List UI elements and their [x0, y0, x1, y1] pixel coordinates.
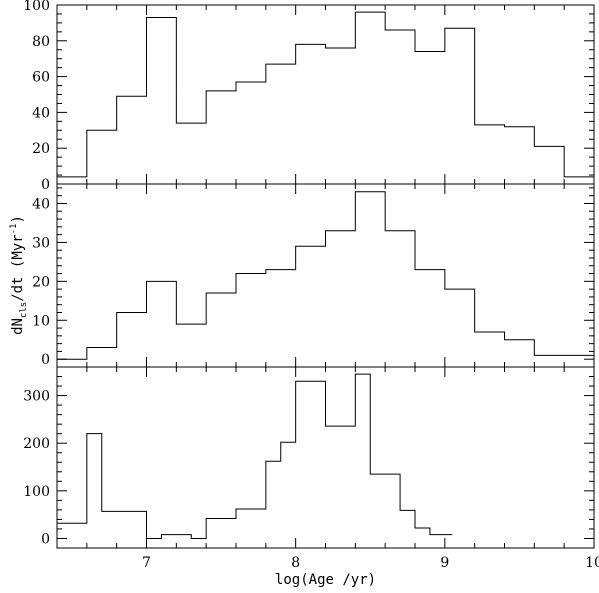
y-tick-label: 30 — [32, 235, 50, 251]
x-axis-label: log(Age /yr) — [275, 572, 376, 588]
y-tick-label: 100 — [23, 484, 50, 500]
plot-frame — [56, 4, 595, 185]
y-tick-label: 0 — [41, 531, 50, 547]
y-tick-label: 40 — [32, 196, 50, 212]
y-tick-label: 200 — [23, 436, 50, 452]
x-tick-label: 10 — [585, 555, 599, 571]
x-tick-label: 7 — [142, 555, 151, 571]
y-tick-label: 0 — [41, 352, 50, 368]
y-tick-label: 60 — [32, 70, 50, 86]
histogram-series — [57, 373, 453, 539]
panel-top: 0 20 40 60 80 100 — [23, 0, 595, 193]
panel-middle: 0 10 20 30 40 — [32, 183, 595, 368]
y-tick-label: 300 — [23, 389, 50, 405]
y-tick-label: 40 — [32, 105, 50, 121]
y-tick-label: 10 — [32, 313, 50, 329]
y-tick-label: 0 — [41, 177, 50, 193]
y-tick-label: 20 — [32, 141, 50, 157]
x-tick-label: 8 — [291, 555, 300, 571]
y-tick-label: 100 — [23, 0, 50, 14]
x-tick-label: 9 — [440, 555, 449, 571]
y-tick-label: 20 — [32, 274, 50, 290]
y-tick-label: 80 — [32, 34, 50, 50]
histogram-series — [57, 191, 594, 360]
y-axis-label: dNcls/dt (Myr-1) — [9, 215, 29, 335]
histogram-series — [57, 11, 594, 178]
